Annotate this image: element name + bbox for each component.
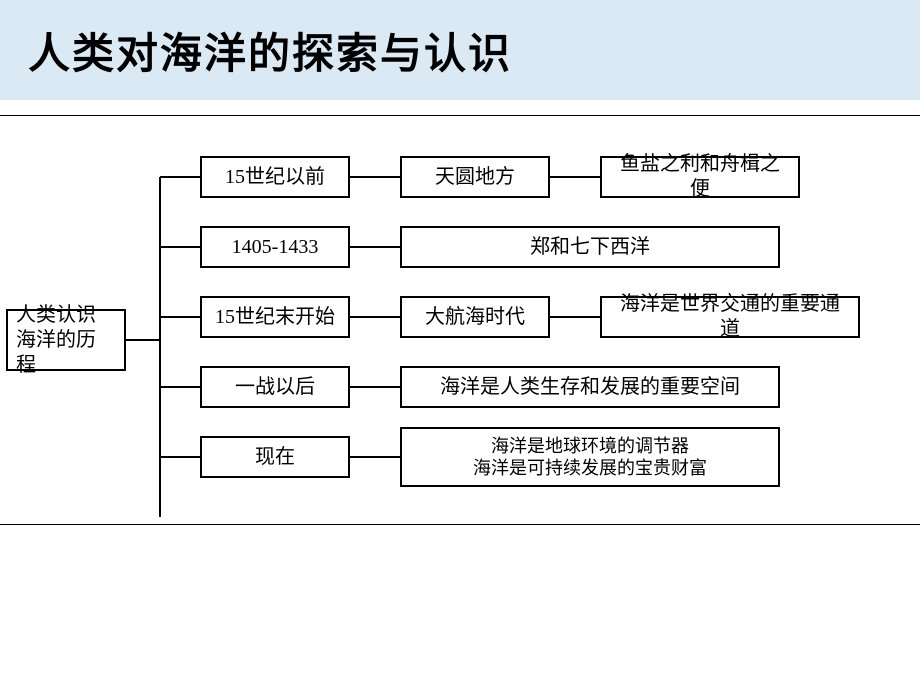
period-node-4-label: 现在	[255, 445, 295, 470]
detail-node-3-label: 海洋是人类生存和发展的重要空间	[440, 375, 740, 400]
period-node-3: 一战以后	[200, 366, 350, 408]
period-node-2-label: 15世纪末开始	[215, 305, 335, 330]
root-label: 人类认识海洋的历程	[16, 303, 114, 378]
detail-node-1: 郑和七下西洋	[400, 226, 780, 268]
extra-node-0: 鱼盐之利和舟楫之便	[600, 156, 800, 198]
extra-node-2-label: 海洋是世界交通的重要通道	[612, 292, 848, 342]
detail-node-1-label: 郑和七下西洋	[530, 235, 650, 260]
period-node-3-label: 一战以后	[235, 375, 315, 400]
extra-node-2: 海洋是世界交通的重要通道	[600, 296, 860, 338]
diagram-area: 人类认识海洋的历程 15世纪以前 天圆地方 鱼盐之利和舟楫之便 1405-1433 郑和…	[0, 115, 920, 525]
extra-node-0-label: 鱼盐之利和舟楫之便	[612, 152, 788, 202]
root-node: 人类认识海洋的历程	[6, 309, 126, 371]
title-bar: 人类对海洋的探索与认识	[0, 0, 920, 100]
detail-node-3: 海洋是人类生存和发展的重要空间	[400, 366, 780, 408]
period-node-0: 15世纪以前	[200, 156, 350, 198]
period-node-1-label: 1405-1433	[232, 235, 319, 260]
detail-node-0-label: 天圆地方	[435, 165, 515, 190]
period-node-0-label: 15世纪以前	[225, 165, 325, 190]
period-node-4: 现在	[200, 436, 350, 478]
detail-node-0: 天圆地方	[400, 156, 550, 198]
detail-node-4-label: 海洋是地球环境的调节器 海洋是可持续发展的宝贵财富	[473, 435, 707, 480]
period-node-2: 15世纪末开始	[200, 296, 350, 338]
detail-node-2: 大航海时代	[400, 296, 550, 338]
period-node-1: 1405-1433	[200, 226, 350, 268]
page: 人类对海洋的探索与认识 人类认识海洋的历程 15世纪以前 天圆地方 鱼盐之利和舟楫之…	[0, 0, 920, 690]
detail-node-4: 海洋是地球环境的调节器 海洋是可持续发展的宝贵财富	[400, 427, 780, 487]
detail-node-2-label: 大航海时代	[425, 305, 525, 330]
page-title: 人类对海洋的探索与认识	[28, 20, 512, 81]
